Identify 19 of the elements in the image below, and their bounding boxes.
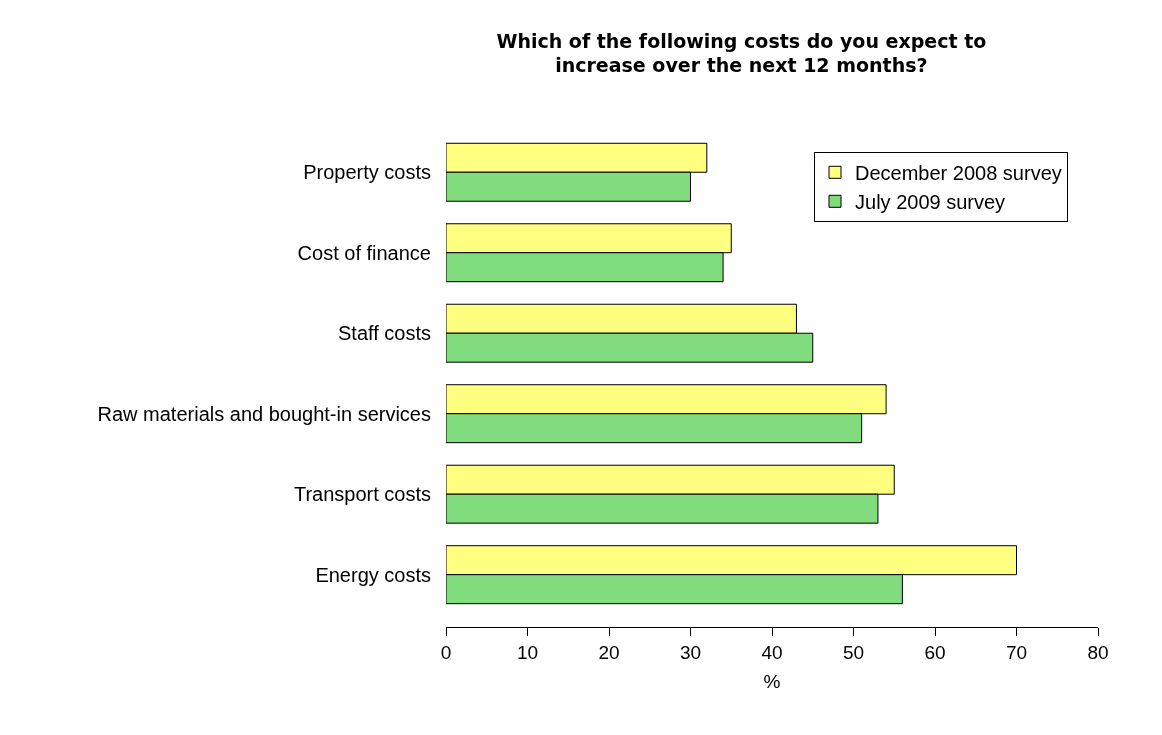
- x-tick-label: 10: [516, 641, 539, 663]
- x-tick-label: 30: [679, 641, 702, 663]
- x-tick-label: 50: [842, 641, 865, 663]
- y-tick-label: Transport costs: [293, 483, 431, 506]
- x-tick-label: 60: [924, 641, 946, 663]
- legend-label: July 2009 survey: [855, 191, 1006, 214]
- x-tick-label: 80: [1087, 641, 1109, 663]
- x-tick-label: 40: [761, 641, 783, 663]
- legend-label: December 2008 survey: [855, 162, 1062, 185]
- x-tick-label: 0: [440, 641, 452, 663]
- x-tick-label: 20: [598, 641, 620, 663]
- y-tick-label: Staff costs: [337, 322, 431, 345]
- x-tick-label: 70: [1005, 641, 1028, 663]
- y-tick-label: Energy costs: [315, 563, 431, 586]
- y-tick-label: Raw materials and bought-in services: [97, 402, 431, 425]
- x-axis-title: %: [763, 670, 781, 692]
- chart-title: Which of the following costs do you expect to increase over the next 12 months?: [496, 29, 987, 77]
- y-tick-label: Property costs: [303, 161, 431, 184]
- y-tick-label: Cost of finance: [297, 241, 431, 264]
